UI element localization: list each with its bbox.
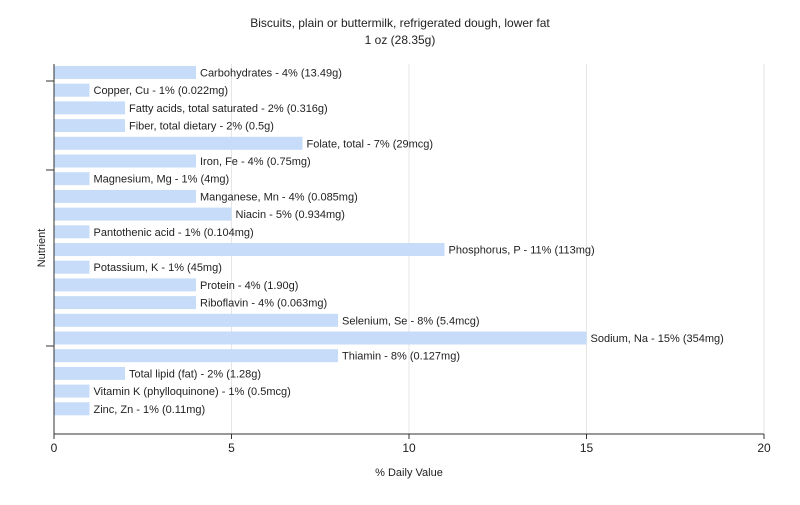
bar xyxy=(54,331,587,345)
data-label: Potassium, K - 1% (45mg) xyxy=(94,262,222,274)
bar xyxy=(54,366,125,380)
x-tick-label: 10 xyxy=(402,441,416,455)
x-tick-label: 20 xyxy=(757,441,771,455)
bar xyxy=(54,189,196,203)
bar xyxy=(54,243,445,256)
data-label: Sodium, Na - 15% (354mg) xyxy=(591,333,724,345)
data-label: Folate, total - 7% (29mcg) xyxy=(307,138,434,150)
data-label: Zinc, Zn - 1% (0.11mg) xyxy=(94,404,206,416)
bar xyxy=(54,119,125,133)
x-tick-label: 0 xyxy=(51,441,58,455)
bar xyxy=(54,101,125,115)
data-label: Copper, Cu - 1% (0.022mg) xyxy=(94,85,229,97)
data-label: Niacin - 5% (0.934mg) xyxy=(236,209,345,221)
axes: 0 5 10 15 20 xyxy=(46,64,771,455)
data-label: Total lipid (fat) - 2% (1.28g) xyxy=(129,368,261,380)
data-label: Selenium, Se - 8% (5.4mcg) xyxy=(342,315,480,327)
data-label: Phosphorus, P - 11% (113mg) xyxy=(449,245,595,257)
bar xyxy=(54,296,196,310)
bar xyxy=(54,278,196,292)
bar xyxy=(54,172,90,186)
bar xyxy=(54,154,196,168)
bar xyxy=(54,83,90,97)
data-label: Carbohydrates - 4% (13.49g) xyxy=(200,68,342,80)
bar xyxy=(54,402,90,416)
x-axis-title: % Daily Value xyxy=(375,467,443,479)
data-label: Fiber, total dietary - 2% (0.5g) xyxy=(129,121,274,133)
x-tick-label: 15 xyxy=(580,441,594,455)
data-label: Riboflavin - 4% (0.063mg) xyxy=(200,298,327,310)
bar xyxy=(54,207,232,221)
data-label: Pantothenic acid - 1% (0.104mg) xyxy=(94,227,254,239)
bar xyxy=(54,313,338,327)
bar xyxy=(54,260,90,274)
bars: Carbohydrates - 4% (13.49g) Copper, Cu - … xyxy=(54,66,724,416)
bar xyxy=(54,225,90,239)
data-label: Magnesium, Mg - 1% (4mg) xyxy=(94,174,230,186)
bar xyxy=(54,349,338,363)
data-label: Iron, Fe - 4% (0.75mg) xyxy=(200,156,311,168)
data-label: Protein - 4% (1.90g) xyxy=(200,280,298,292)
data-label: Manganese, Mn - 4% (0.085mg) xyxy=(200,191,358,203)
chart-title: Biscuits, plain or buttermilk, refrigera… xyxy=(250,16,550,30)
chart-subtitle: 1 oz (28.35g) xyxy=(365,33,436,47)
bar xyxy=(54,384,90,398)
x-tick-label: 5 xyxy=(228,441,235,455)
data-label: Vitamin K (phylloquinone) - 1% (0.5mcg) xyxy=(94,386,291,398)
bar xyxy=(54,66,196,79)
y-axis-title: Nutrient xyxy=(36,229,48,268)
data-label: Fatty acids, total saturated - 2% (0.316… xyxy=(129,103,328,115)
bar xyxy=(54,136,303,150)
data-label: Thiamin - 8% (0.127mg) xyxy=(342,351,460,363)
